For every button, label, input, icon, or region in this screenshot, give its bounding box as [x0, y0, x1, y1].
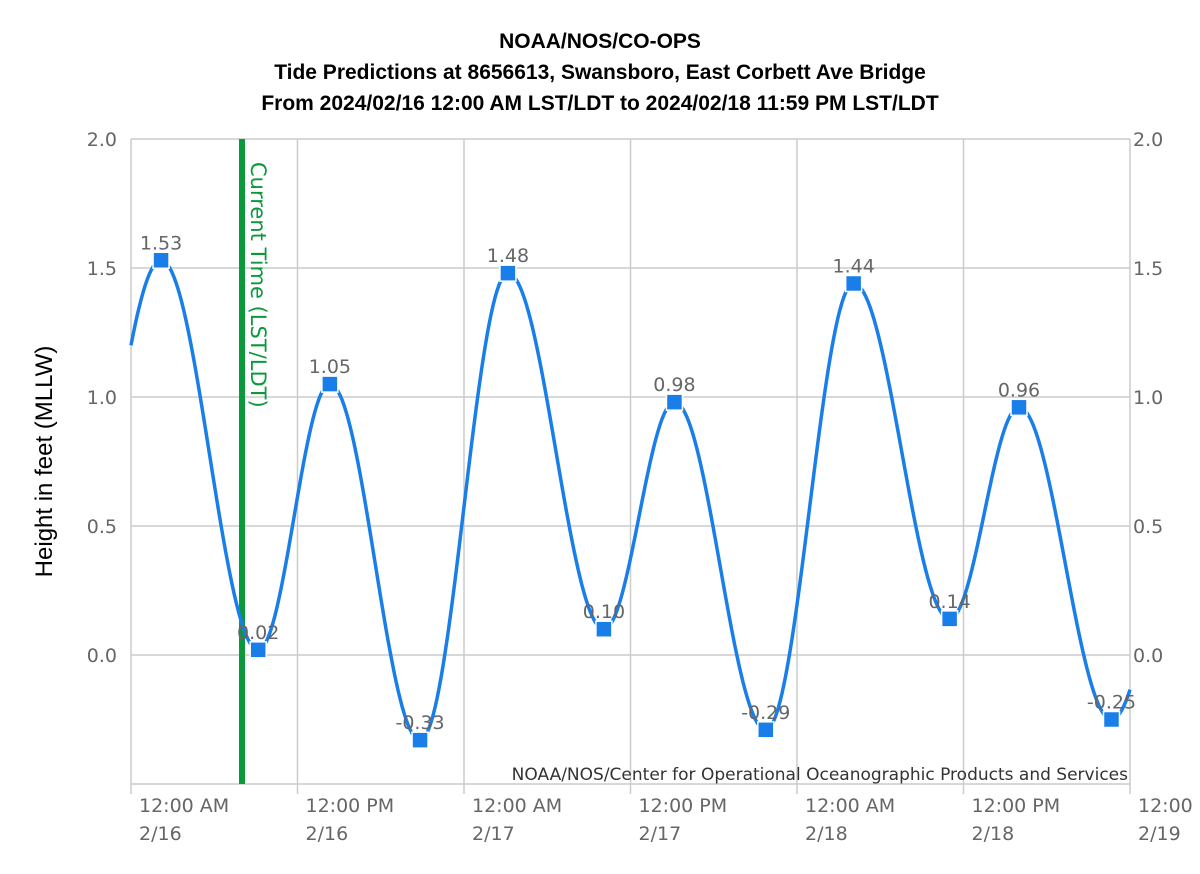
y-tick-label-right: 2.0 [1133, 129, 1163, 151]
x-tick-date: 2/18 [805, 823, 848, 845]
x-tick-date: 2/17 [639, 823, 682, 845]
data-point-marker [1010, 398, 1028, 417]
x-tick-time: 12:00 AM [472, 795, 562, 817]
chart-title: NOAA/NOS/CO-OPS [499, 30, 701, 53]
data-label: -0.29 [741, 702, 790, 724]
chart-subtitle: Tide Predictions at 8656613, Swansboro, … [274, 61, 926, 84]
x-tick-date: 2/16 [139, 823, 182, 845]
data-point-marker [411, 731, 429, 749]
data-point-marker [1102, 710, 1121, 729]
tide-series-line [129, 258, 1132, 742]
x-tick-time: 12:00 AM [139, 795, 229, 817]
data-point-marker [844, 274, 863, 293]
y-axis-right: 2.0 1.5 1.0 0.5 0.0 [1133, 129, 1163, 667]
x-tick-time: 12:00 AM [805, 795, 895, 817]
y-axis-left: 2.0 1.5 1.0 0.5 0.0 [87, 129, 117, 667]
data-point-marker [665, 393, 684, 411]
y-tick-label-right: 1.5 [1133, 258, 1163, 280]
y-axis-label: Height in feet (MLLW) [31, 346, 58, 578]
data-label: -0.33 [395, 712, 444, 734]
y-tick-label-right: 0.0 [1133, 645, 1163, 667]
data-point-marker [321, 375, 339, 393]
x-tick-time: 12:00 PM [972, 795, 1061, 817]
data-label: 1.05 [309, 356, 351, 378]
data-label: 1.48 [487, 245, 529, 267]
y-tick-label-left: 1.0 [87, 387, 117, 409]
y-tick-label-left: 0.0 [87, 645, 117, 667]
y-tick-label-left: 0.5 [87, 516, 117, 538]
x-tick-date: 2/16 [306, 823, 349, 845]
data-point-marker [152, 251, 170, 270]
data-label: 1.53 [140, 232, 182, 254]
x-axis: 12:00 AM 2/16 12:00 PM 2/16 12:00 AM 2/17 12:0… [139, 795, 1193, 845]
data-point-marker [249, 641, 267, 659]
x-tick-time: 12:00 PM [306, 795, 395, 817]
grid-lines [130, 138, 1131, 794]
data-point-marker [940, 610, 959, 628]
chart-title-block: NOAA/NOS/CO-OPS Tide Predictions at 8656… [0, 26, 1200, 119]
data-label: -0.25 [1087, 692, 1136, 714]
x-tick-date: 2/18 [972, 823, 1015, 845]
x-tick-date: 2/17 [472, 823, 515, 845]
x-tick-date: 2/19 [1138, 823, 1181, 845]
data-label: 0.96 [998, 379, 1040, 401]
x-tick-time: 12:00 PM [639, 795, 728, 817]
current-time-label: Current Time (LST/LDT) [246, 162, 270, 408]
chart-date-range: From 2024/02/16 12:00 AM LST/LDT to 2024… [261, 92, 939, 115]
data-label: 1.44 [833, 255, 875, 277]
x-tick-time: 12:00 [1138, 795, 1193, 817]
data-label: 0.14 [928, 591, 970, 613]
credit-text: NOAA/NOS/Center for Operational Oceanogr… [512, 765, 1128, 785]
y-tick-label-left: 2.0 [87, 129, 117, 151]
data-point-marker [757, 721, 775, 739]
data-label: 0.98 [653, 374, 695, 396]
y-tick-label-right: 0.5 [1133, 516, 1163, 538]
y-tick-label-left: 1.5 [87, 258, 117, 280]
data-point-marker [595, 620, 613, 638]
y-tick-label-right: 1.0 [1133, 387, 1163, 409]
tide-extrema-markers [152, 251, 1121, 749]
data-point-marker [499, 264, 517, 282]
data-label: 0.10 [583, 601, 625, 623]
data-label: 0.02 [237, 622, 279, 644]
data-labels: 1.53 0.02 1.05 -0.33 1.48 0.10 0.98 -0.29 1.44 0.… [140, 232, 1136, 734]
